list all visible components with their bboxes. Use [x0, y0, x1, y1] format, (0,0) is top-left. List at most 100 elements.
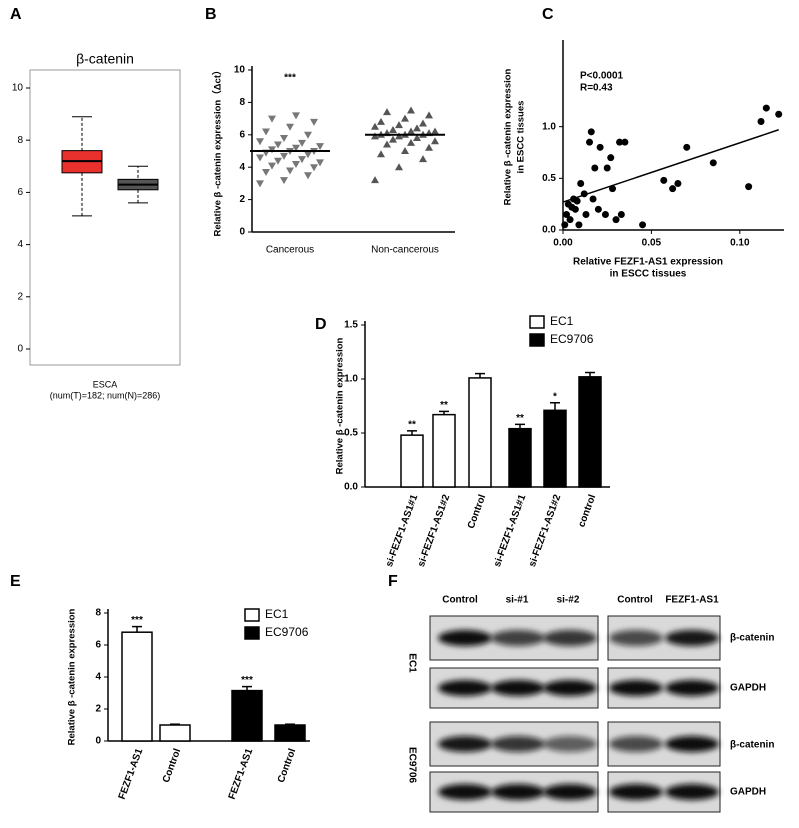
band: [665, 736, 719, 752]
panel-letter: D: [315, 316, 327, 333]
significance: ***: [241, 675, 253, 686]
point: [298, 139, 306, 147]
x-axis-label: Relative FEZF1-AS1 expression: [573, 257, 723, 268]
point: [280, 177, 288, 185]
point: [425, 143, 433, 151]
point: [395, 132, 403, 140]
x-axis-label: (num(T)=182; num(N)=286): [50, 390, 161, 400]
blot-membranes: [429, 615, 721, 813]
bar: [508, 427, 532, 488]
band: [491, 736, 545, 752]
bar: [468, 377, 492, 488]
legend-label: EC1: [550, 314, 574, 328]
panel-letter: E: [10, 573, 21, 590]
x-tick-label: si-FEZF1-AS1#2: [527, 493, 564, 569]
point: [660, 176, 668, 184]
panel-letter: A: [10, 6, 22, 23]
panel-letter: C: [542, 6, 554, 23]
point: [586, 138, 594, 146]
legend-swatch: [244, 626, 260, 640]
x-tick-label: 0.05: [642, 238, 662, 249]
y-tick-label: 4: [17, 239, 23, 250]
x-tick-label: Control: [161, 747, 184, 784]
point: [286, 167, 294, 175]
point: [256, 138, 264, 146]
point: [561, 221, 569, 229]
point: [591, 164, 599, 172]
band: [438, 784, 492, 800]
trend-line: [562, 129, 779, 203]
point: [268, 162, 276, 170]
bar: [121, 631, 153, 742]
point: [304, 172, 312, 180]
point: [577, 180, 585, 187]
point: [274, 157, 282, 165]
band: [609, 630, 663, 646]
point: [316, 143, 324, 151]
point: [594, 205, 602, 213]
significance: ***: [131, 615, 143, 626]
y-tick-label: 1.0: [542, 121, 556, 132]
point: [304, 131, 312, 139]
x-tick-label: Control: [276, 747, 299, 784]
point: [292, 112, 300, 120]
row-label: β-catenin: [730, 633, 774, 644]
row-label: GAPDH: [730, 683, 766, 694]
y-axis-label: Relative β -catenin expression: [67, 608, 78, 745]
point: [639, 221, 647, 229]
band: [665, 784, 719, 800]
point: [674, 180, 682, 187]
point: [669, 185, 677, 193]
x-tick-label: si-FEZF1-AS1#2: [416, 493, 453, 569]
point: [612, 216, 620, 224]
y-tick-label: 0.5: [542, 173, 556, 184]
legend-swatch: [244, 608, 260, 622]
x-tick-label: si-FEZF1-AS1#1: [384, 493, 421, 569]
point: [280, 135, 288, 143]
y-tick-label: 2: [95, 704, 101, 715]
y-tick-label: 4: [239, 162, 245, 173]
x-tick-label: Non-cancerous: [371, 245, 439, 256]
point: [383, 140, 391, 148]
significance: **: [516, 413, 524, 424]
plot-frame: [29, 69, 181, 366]
y-tick-label: 4: [95, 672, 101, 683]
legend-label: EC9706: [550, 332, 594, 346]
y-axis-label: in ESCC tissues: [516, 101, 527, 174]
y-tick-label: 0: [239, 227, 245, 238]
legend-label: EC1: [265, 607, 289, 621]
y-tick-label: 0: [17, 344, 23, 355]
column-label: Control: [617, 595, 653, 606]
x-axis-label: ESCA: [93, 379, 118, 389]
point: [310, 164, 318, 172]
point: [617, 211, 625, 218]
y-tick-label: 6: [239, 129, 245, 140]
point: [268, 146, 276, 154]
band: [609, 784, 663, 800]
point: [401, 147, 409, 154]
y-axis-label: Relative β -catenin expression（Δct）: [212, 65, 224, 236]
point: [587, 128, 595, 136]
x-tick-label: 0.00: [553, 238, 573, 249]
band: [543, 630, 597, 646]
y-tick-label: 6: [17, 187, 23, 198]
y-tick-label: 0.5: [344, 428, 358, 439]
point: [292, 144, 300, 152]
bar: [274, 724, 306, 742]
panel-letter: F: [388, 573, 398, 590]
x-tick-label: FEZF1-AS1: [117, 747, 146, 801]
y-tick-label: 0.0: [542, 225, 556, 236]
y-axis-label: Relative β -catenin expression: [503, 68, 514, 205]
y-tick-label: 8: [239, 97, 245, 108]
band: [665, 680, 719, 696]
annotation: R=0.43: [580, 83, 613, 94]
legend-swatch: [529, 315, 545, 329]
point: [575, 221, 583, 229]
point: [274, 141, 282, 149]
column-label: FEZF1-AS1: [665, 595, 719, 606]
band: [609, 680, 663, 696]
point: [304, 151, 312, 159]
point: [395, 163, 403, 171]
band: [491, 680, 545, 696]
